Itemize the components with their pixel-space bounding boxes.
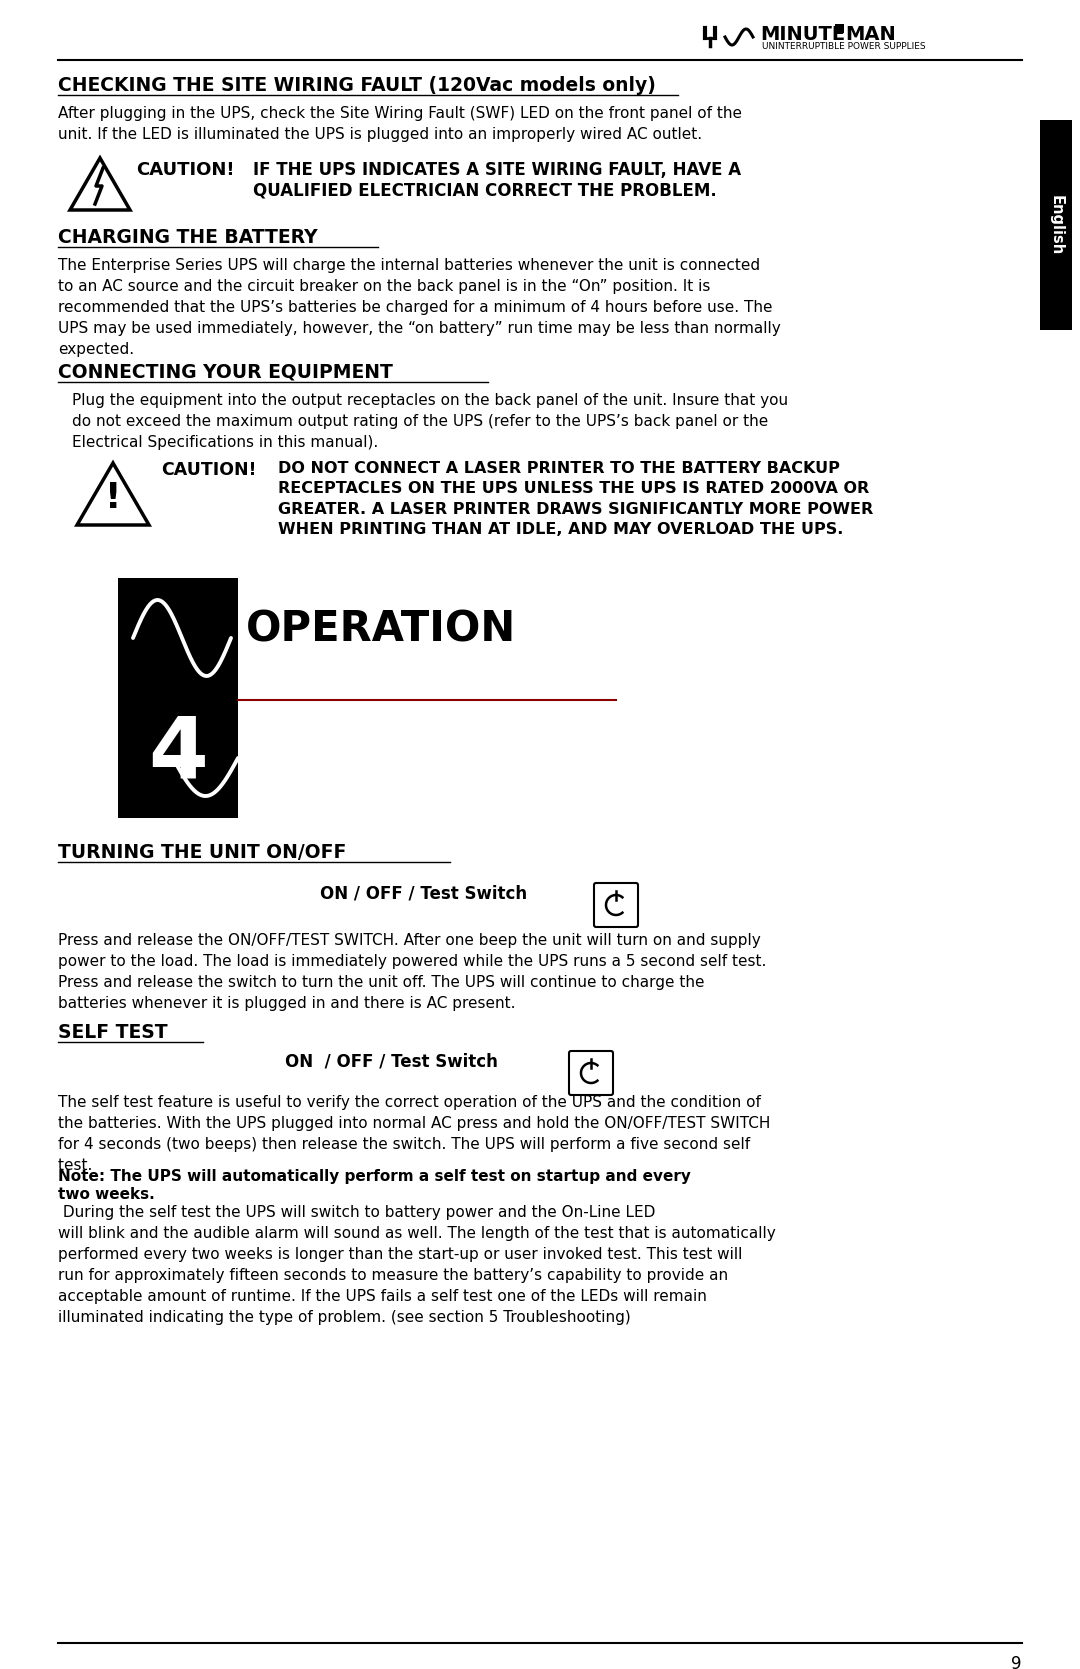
Text: Note: The UPS will automatically perform a self test on startup and every: Note: The UPS will automatically perform… xyxy=(58,1168,691,1183)
Text: DO NOT CONNECT A LASER PRINTER TO THE BATTERY BACKUP
RECEPTACLES ON THE UPS UNLE: DO NOT CONNECT A LASER PRINTER TO THE BA… xyxy=(278,461,874,537)
Text: Press and release the ON/OFF/TEST SWITCH. After one beep the unit will turn on a: Press and release the ON/OFF/TEST SWITCH… xyxy=(58,933,767,1011)
Text: OPERATION: OPERATION xyxy=(246,608,516,649)
Bar xyxy=(118,577,238,698)
Text: ON  / OFF / Test Switch: ON / OFF / Test Switch xyxy=(285,1053,498,1071)
Text: !: ! xyxy=(105,481,121,516)
Bar xyxy=(835,23,843,33)
Text: two weeks.: two weeks. xyxy=(58,1187,154,1202)
Text: UNINTERRUPTIBLE POWER SUPPLIES: UNINTERRUPTIBLE POWER SUPPLIES xyxy=(762,42,926,52)
FancyBboxPatch shape xyxy=(594,883,638,926)
Text: The Enterprise Series UPS will charge the internal batteries whenever the unit i: The Enterprise Series UPS will charge th… xyxy=(58,259,781,357)
Text: 9: 9 xyxy=(1012,1656,1022,1669)
Text: IF THE UPS INDICATES A SITE WIRING FAULT, HAVE A: IF THE UPS INDICATES A SITE WIRING FAULT… xyxy=(253,160,741,179)
Text: ON / OFF / Test Switch: ON / OFF / Test Switch xyxy=(320,885,527,903)
Text: CAUTION!: CAUTION! xyxy=(161,461,256,479)
Bar xyxy=(118,698,238,818)
Text: QUALIFIED ELECTRICIAN CORRECT THE PROBLEM.: QUALIFIED ELECTRICIAN CORRECT THE PROBLE… xyxy=(253,182,717,200)
Bar xyxy=(1040,120,1072,330)
Text: MAN: MAN xyxy=(845,25,895,43)
Text: English: English xyxy=(1049,195,1064,255)
FancyBboxPatch shape xyxy=(569,1051,613,1095)
Text: CONNECTING YOUR EQUIPMENT: CONNECTING YOUR EQUIPMENT xyxy=(58,362,393,382)
Text: SELF TEST: SELF TEST xyxy=(58,1023,167,1041)
Text: TURNING THE UNIT ON/OFF: TURNING THE UNIT ON/OFF xyxy=(58,843,347,861)
Polygon shape xyxy=(70,159,130,210)
Text: Plug the equipment into the output receptacles on the back panel of the unit. In: Plug the equipment into the output recep… xyxy=(72,392,788,451)
Text: CAUTION!: CAUTION! xyxy=(136,160,234,179)
Text: After plugging in the UPS, check the Site Wiring Fault (SWF) LED on the front pa: After plugging in the UPS, check the Sit… xyxy=(58,107,742,142)
Text: The self test feature is useful to verify the correct operation of the UPS and t: The self test feature is useful to verif… xyxy=(58,1095,770,1173)
Text: CHECKING THE SITE WIRING FAULT (120Vac models only): CHECKING THE SITE WIRING FAULT (120Vac m… xyxy=(58,77,656,95)
Text: During the self test the UPS will switch to battery power and the On-Line LED
wi: During the self test the UPS will switch… xyxy=(58,1205,775,1325)
Text: CHARGING THE BATTERY: CHARGING THE BATTERY xyxy=(58,229,318,247)
Text: 4: 4 xyxy=(148,713,207,796)
Text: MINUTE: MINUTE xyxy=(760,25,846,43)
